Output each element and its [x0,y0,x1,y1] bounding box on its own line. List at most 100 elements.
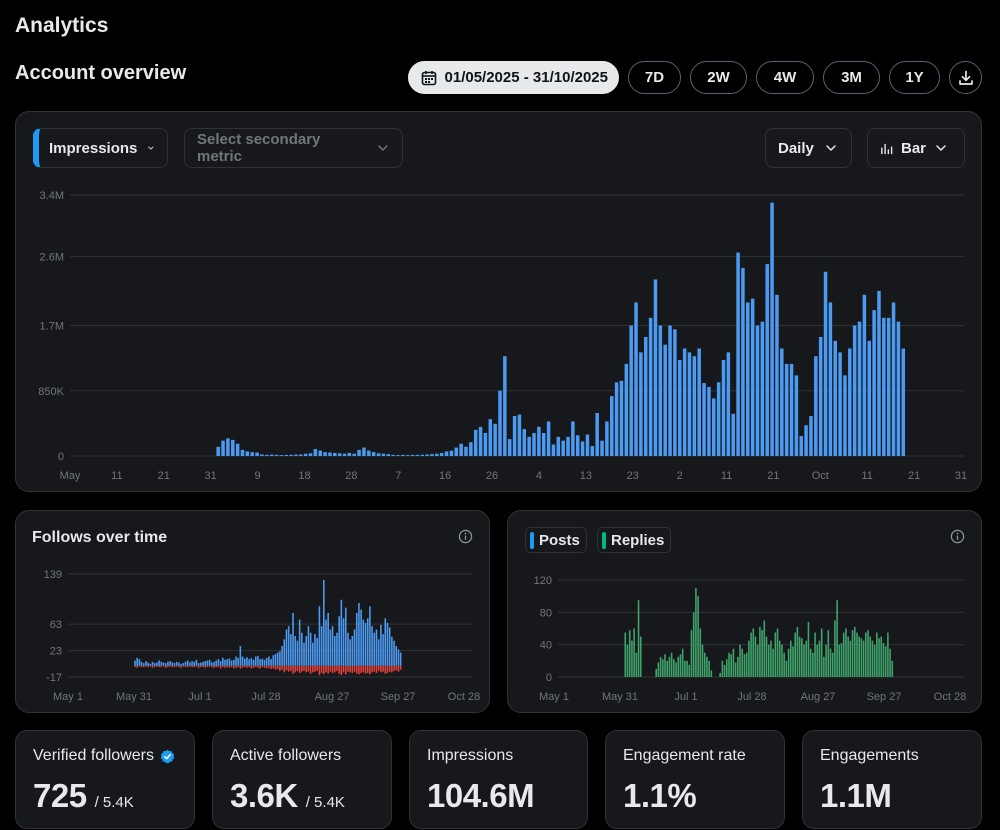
chart-bar [478,426,483,456]
chart-bar [254,656,257,666]
chart-bar [230,660,233,666]
legend-replies[interactable]: Replies [597,527,672,553]
chart-bar [798,636,801,677]
secondary-metric-select[interactable]: Select secondary metric [184,128,403,168]
chart-bar [752,628,755,677]
chart-bar [200,665,202,668]
chart-bar [425,454,429,456]
chart-bar [287,665,290,672]
chart-bar [202,665,204,668]
chart-bar [228,658,231,666]
range-4w-button[interactable]: 4W [756,61,814,94]
chart-bar [675,662,677,677]
y-tick-label: 1.7M [40,321,64,333]
chart-bar [331,665,334,674]
chart-bar [305,636,308,666]
chart-bar [338,665,340,674]
chart-bar [741,648,744,677]
chart-bar [882,643,885,677]
chart-bar [224,665,226,668]
chart-bar [755,325,760,456]
chart-bar [158,660,160,666]
chart-bar [270,659,272,666]
x-tick-label: Sep 27 [381,691,416,703]
range-3m-button[interactable]: 3M [823,61,880,94]
chart-bar [759,626,761,677]
chart-bar [274,665,277,670]
chart-bar [222,657,224,666]
chart-bar [149,665,152,667]
chart-bar [290,665,292,672]
chart-bar [829,648,832,677]
chart-bar [309,632,312,666]
chart-bar [702,383,706,456]
stat-impressions: Impressions 104.6M [409,730,588,829]
chart-bar [818,337,823,456]
x-tick-label: 7 [395,470,401,482]
chart-bar [707,386,711,456]
chart-bar [679,654,682,677]
chart-bar [681,648,684,677]
chart-bar [206,665,209,668]
chart-bar [301,632,303,666]
chart-bar [340,599,343,666]
y-tick-label: 120 [534,575,552,587]
primary-metric-select[interactable]: Impressions [33,128,168,168]
range-1y-button[interactable]: 1Y [889,61,940,94]
range-2w-button[interactable]: 2W [690,61,747,94]
legend-posts[interactable]: Posts [525,527,587,553]
chart-bar [195,659,198,666]
chart-bar [151,665,154,668]
chart-bar [226,665,228,668]
chart-bar [682,348,687,456]
chart-bar [237,657,239,666]
chart-bar [224,659,226,666]
chart-bar [556,436,561,456]
chart-bar [391,454,395,456]
chart-bar [397,649,400,666]
chart-bar [399,665,402,670]
impressions-bar-chart: 0 850K 1.7M 2.6M 3.4M May 11 21 31 9 18 28 7 16 26 4 13 2… [38,190,967,482]
chart-bar [761,630,763,677]
chart-bar [449,450,454,456]
chart-bar [263,659,266,666]
chart-bar [784,363,789,456]
chart-bar [857,321,862,456]
chart-bar [666,660,669,677]
info-icon[interactable] [458,529,473,544]
chart-bar [208,659,211,666]
chart-bar [677,656,680,677]
download-button[interactable] [949,61,982,94]
chart-bar [369,606,371,666]
chart-bar [624,632,627,677]
chart-bar [320,665,323,674]
chart-bar [239,665,242,669]
x-tick-label: 31 [205,470,217,482]
chart-bar [140,661,143,666]
chart-bar [804,425,808,456]
chart-bar [222,665,224,668]
chart-type-select[interactable]: Bar [867,128,965,168]
chart-bar [687,352,692,456]
chart-bar [290,634,292,666]
x-tick-label: Oct 28 [934,691,966,703]
chart-bar [605,421,609,456]
chart-bar [684,660,686,677]
date-range-picker[interactable]: 01/05/2025 - 31/10/2025 [407,61,619,94]
chart-bar [257,655,259,666]
chart-bar [145,665,147,667]
chart-bar [386,454,390,456]
chart-bar [136,657,138,666]
stat-label: Engagement rate [623,747,746,764]
granularity-select[interactable]: Daily [765,128,852,168]
range-7d-button[interactable]: 7D [628,61,681,94]
chart-bar [216,446,220,456]
chart-bar [873,644,876,677]
chart-bar [189,662,191,666]
y-tick-label: -17 [46,672,62,684]
chart-bar [507,439,512,456]
chart-bar [151,661,154,666]
info-icon[interactable] [950,529,965,544]
x-tick-label: 23 [627,470,639,482]
chart-bar [794,632,796,677]
